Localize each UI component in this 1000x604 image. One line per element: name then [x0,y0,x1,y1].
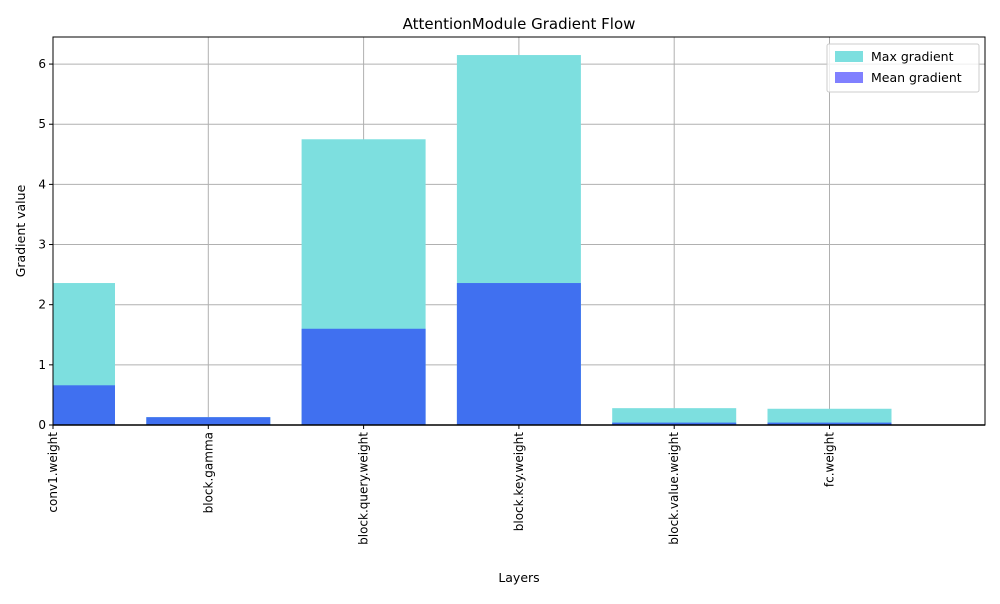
legend-swatch-max-gradient [835,51,863,62]
bar-mean-gradient [146,417,271,425]
legend-label-mean-gradient: Mean gradient [871,70,962,85]
legend-label-max-gradient: Max gradient [871,49,954,64]
x-ticks: conv1.weight block.gamma block.query.weigh… [46,425,837,545]
bar-mean-gradient [612,422,737,425]
y-ticks: 0 1 2 3 4 5 6 [38,57,53,432]
chart-title: AttentionModule Gradient Flow [403,15,636,33]
bar-mean-gradient [53,385,115,425]
legend-box [826,43,980,93]
x-tick-label: conv1.weight [46,432,60,513]
x-tick-label: fc.weight [823,432,837,487]
bars [53,55,892,425]
y-axis-label: Gradient value [13,184,28,277]
legend: Max gradient Mean gradient [826,43,980,93]
x-axis-label: Layers [498,570,539,585]
y-tick-label: 5 [38,117,46,131]
y-tick-label: 3 [38,238,46,252]
bar-max-gradient [767,408,892,425]
y-tick-label: 1 [38,358,46,372]
x-tick-label: block.query.weight [357,432,371,545]
bar-mean-gradient [301,328,426,425]
bar-mean-gradient [767,422,892,425]
x-tick-label: block.key.weight [512,432,526,532]
x-tick-label: block.gamma [201,432,215,513]
legend-swatch-mean-gradient [835,72,863,83]
y-tick-label: 4 [38,177,46,191]
bar-max-gradient [612,408,737,425]
bar-mean-gradient [456,283,581,425]
x-tick-label: block.value.weight [667,432,681,545]
y-tick-label: 6 [38,57,46,71]
y-tick-label: 0 [38,418,46,432]
y-tick-label: 2 [38,298,46,312]
